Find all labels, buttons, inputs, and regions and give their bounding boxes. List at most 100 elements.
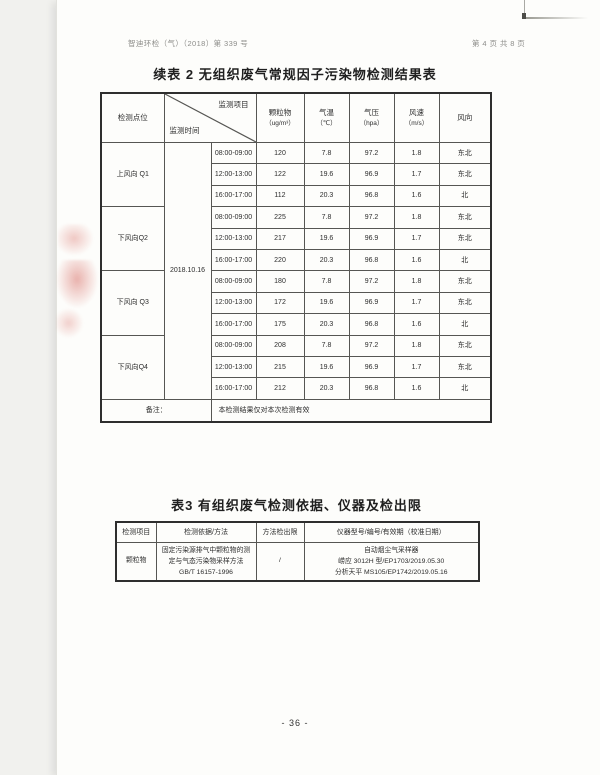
pm-cell: 180 xyxy=(255,270,305,293)
temp-cell: 19.6 xyxy=(303,355,350,379)
wind-dir-cell: 北 xyxy=(438,313,492,336)
wind-dir-cell: 东北 xyxy=(438,334,492,357)
temp-cell: 7.8 xyxy=(303,141,350,165)
pressure-cell: 96.8 xyxy=(348,248,395,272)
table-row: 16:00-17:00 175 20.3 96.8 1.6 北 xyxy=(101,313,492,336)
page-number-footer: - 36 - xyxy=(281,718,309,728)
table-row: 12:00-13:00 172 19.6 96.9 1.7 东北 xyxy=(101,291,492,315)
pm-cell: 220 xyxy=(255,248,305,272)
table-row: 16:00-17:00 212 20.3 96.8 1.6 北 xyxy=(101,377,492,400)
wind-speed-cell: 1.6 xyxy=(393,248,440,272)
header-pressure: 气压 （hpa） xyxy=(348,92,395,143)
table-row: 12:00-13:00 217 19.6 96.9 1.7 东北 xyxy=(101,227,492,250)
temp-cell: 20.3 xyxy=(303,377,350,400)
pm-cell: 212 xyxy=(255,377,305,400)
wind-speed-cell: 1.8 xyxy=(393,141,440,165)
time-cell: 16:00-17:00 xyxy=(210,377,257,400)
pressure-cell: 96.8 xyxy=(348,377,395,400)
temp-cell: 7.8 xyxy=(303,334,350,357)
temp-cell: 20.3 xyxy=(303,313,350,336)
wind-dir-cell: 北 xyxy=(438,377,492,400)
wind-dir-cell: 北 xyxy=(438,248,492,272)
pm-cell: 215 xyxy=(255,355,305,379)
time-cell: 16:00-17:00 xyxy=(210,313,257,336)
temp-cell: 20.3 xyxy=(303,184,350,208)
pm-cell: 225 xyxy=(255,206,305,229)
pressure-cell: 97.2 xyxy=(348,206,395,229)
scan-corner-artifact xyxy=(524,0,525,17)
time-cell: 12:00-13:00 xyxy=(210,291,257,315)
wind-dir-cell: 东北 xyxy=(438,206,492,229)
header-monitor-item: 监测项目 xyxy=(218,100,249,109)
pressure-cell: 96.9 xyxy=(348,227,395,250)
pm-cell: 208 xyxy=(255,334,305,357)
time-cell: 12:00-13:00 xyxy=(210,227,257,250)
header-limit: 方法检出限 xyxy=(255,521,305,543)
time-cell: 08:00-09:00 xyxy=(210,334,257,357)
table-header-row: 检测点位 监测项目 监测时间 颗粒物 （ug/m³） 气温 （℃） 气压 （hp… xyxy=(100,92,492,143)
wind-speed-cell: 1.8 xyxy=(393,206,440,229)
point-cell: 下风向 Q3 xyxy=(100,270,165,336)
pm-cell: 112 xyxy=(255,184,305,208)
temp-cell: 19.6 xyxy=(303,163,350,186)
table-row: 下风向Q2 08:00-09:00 225 7.8 97.2 1.8 东北 xyxy=(100,206,492,272)
table-row: 颗粒物 固定污染源排气中颗粒物的测 定与气态污染物采样方法 GB/T 16157… xyxy=(115,542,480,582)
wind-speed-cell: 1.7 xyxy=(393,355,440,379)
wind-dir-cell: 东北 xyxy=(438,163,492,186)
point-cell: 下风向Q2 xyxy=(100,206,165,272)
pressure-cell: 96.8 xyxy=(348,313,395,336)
wind-speed-cell: 1.8 xyxy=(393,270,440,293)
wind-speed-cell: 1.7 xyxy=(393,291,440,315)
pm-cell: 175 xyxy=(255,313,305,336)
diagonal-line xyxy=(165,94,255,142)
point-cell: 下风向Q4 xyxy=(100,334,165,400)
red-stamp-fragment xyxy=(56,260,98,308)
time-cell: 08:00-09:00 xyxy=(210,270,257,293)
pressure-cell: 96.9 xyxy=(348,291,395,315)
temp-cell: 7.8 xyxy=(303,206,350,229)
header-item: 检测项目 xyxy=(115,521,157,543)
note-row: 备注： 本检测结果仅对本次检测有效 xyxy=(100,398,492,423)
wind-speed-cell: 1.6 xyxy=(393,313,440,336)
time-cell: 12:00-13:00 xyxy=(210,163,257,186)
note-text: 本检测结果仅对本次检测有效 xyxy=(210,398,492,423)
table-row: 下风向Q4 08:00-09:00 208 7.8 97.2 1.8 东北 xyxy=(100,334,492,400)
method-cell: 固定污染源排气中颗粒物的测 定与气态污染物采样方法 GB/T 16157-199… xyxy=(155,542,257,582)
item-cell: 颗粒物 xyxy=(115,542,157,582)
diagonal-header-cell: 监测项目 监测时间 xyxy=(163,92,257,143)
table-row: 16:00-17:00 220 20.3 96.8 1.6 北 xyxy=(101,248,492,272)
time-cell: 16:00-17:00 xyxy=(210,248,257,272)
note-label: 备注： xyxy=(100,398,212,423)
page-number-header: 第 4 页 共 8 页 xyxy=(472,39,526,48)
temp-cell: 20.3 xyxy=(303,248,350,272)
point-cell: 上风向 Q1 xyxy=(100,141,165,208)
wind-speed-cell: 1.6 xyxy=(393,184,440,208)
wind-dir-cell: 东北 xyxy=(438,291,492,315)
wind-speed-cell: 1.6 xyxy=(393,377,440,400)
date-cell: 2018.10.16 xyxy=(163,142,212,400)
pressure-cell: 97.2 xyxy=(348,270,395,293)
pm-cell: 172 xyxy=(255,291,305,315)
wind-dir-cell: 东北 xyxy=(438,270,492,293)
time-cell: 16:00-17:00 xyxy=(210,184,257,208)
pressure-cell: 97.2 xyxy=(348,141,395,165)
wind-speed-cell: 1.7 xyxy=(393,163,440,186)
wind-dir-cell: 东北 xyxy=(438,227,492,250)
table-row: 12:00-13:00 122 19.6 96.9 1.7 东北 xyxy=(101,163,492,186)
table3-title: 表3 有组织废气检测依据、仪器及检出限 xyxy=(171,498,422,513)
header-wind-direction: 风向 xyxy=(438,92,492,143)
unorganized-gas-results-table: 检测点位 监测项目 监测时间 颗粒物 （ug/m³） 气温 （℃） 气压 （hp… xyxy=(100,92,492,423)
table-row: 下风向 Q3 08:00-09:00 180 7.8 97.2 1.8 东北 xyxy=(100,270,492,336)
time-cell: 12:00-13:00 xyxy=(210,355,257,379)
pm-cell: 120 xyxy=(255,141,305,165)
header-temperature: 气温 （℃） xyxy=(303,92,350,143)
wind-speed-cell: 1.8 xyxy=(393,334,440,357)
document-number: 智迪环检（气）（2018）第 339 号 xyxy=(128,39,249,48)
red-stamp-fragment xyxy=(58,224,94,256)
wind-dir-cell: 东北 xyxy=(438,141,492,165)
time-cell: 08:00-09:00 xyxy=(210,206,257,229)
pm-cell: 217 xyxy=(255,227,305,250)
pressure-cell: 97.2 xyxy=(348,334,395,357)
table-row: 上风向 Q1 2018.10.16 08:00-09:00 120 7.8 97… xyxy=(100,141,492,400)
